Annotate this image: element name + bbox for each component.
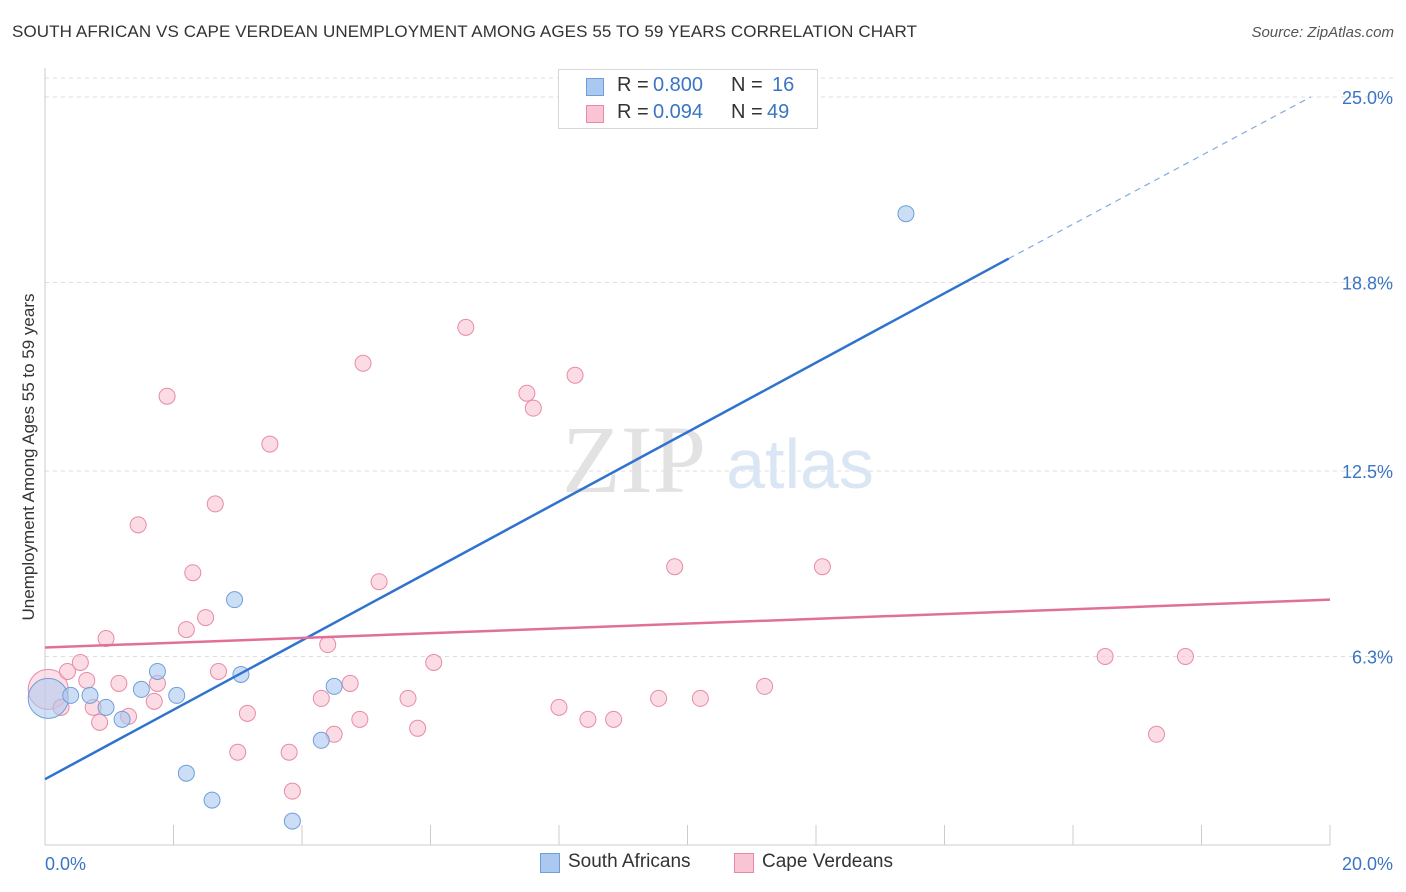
cape-verdean-point [184, 564, 202, 582]
cape-verdean-point [261, 435, 279, 453]
cape-verdean-point [280, 743, 298, 761]
cape-verdean-point [650, 689, 668, 707]
cape-verdean-point [579, 710, 597, 728]
south-african-point [325, 677, 343, 695]
cape-verdean-point [524, 399, 542, 417]
y-axis-label: Unemployment Among Ages 55 to 59 years [19, 294, 38, 621]
cape-verdean-point [550, 698, 568, 716]
cape-verdean-point [145, 692, 163, 710]
cape-verdean-point [197, 609, 215, 627]
south-african-point [312, 731, 330, 749]
correlation-legend: R = 0.800 N = 16 R = 0.094 N = 49 [558, 69, 818, 129]
y-tick-label: 18.8% [1342, 274, 1393, 294]
watermark-zip: ZIP [562, 406, 706, 513]
cape-verdean-point [229, 743, 247, 761]
south-african-point [168, 686, 186, 704]
south-african-point [897, 205, 915, 223]
cape-verdean-point [399, 689, 417, 707]
cape-verdean-point [566, 366, 584, 384]
cape-verdean-point [756, 677, 774, 695]
cape-verdean-point [354, 354, 372, 372]
legend-row-south-africans: R = 0.800 N = 16 [559, 74, 817, 100]
legend-r-label: R = [617, 74, 649, 96]
y-tick-label: 12.5% [1342, 462, 1393, 482]
cape-verdean-point [129, 516, 147, 534]
y-tick-label: 6.3% [1352, 648, 1393, 668]
cape-verdean-point [110, 674, 128, 692]
cape-verdean-point [666, 558, 684, 576]
cape-verdean-point [1096, 648, 1114, 666]
south-african-point [148, 662, 166, 680]
cape-verdean-point [58, 662, 76, 680]
cape-verdean-point [691, 689, 709, 707]
cape-verdean-point [319, 636, 337, 654]
cape-verdean-point [209, 662, 227, 680]
cape-verdean-point [1176, 648, 1194, 666]
cape-verdean-point [518, 384, 536, 402]
cape-verdean-point [409, 719, 427, 737]
legend-r-value: 0.800 [653, 74, 704, 96]
cape-verdean-point [71, 653, 89, 671]
south-african-point [177, 764, 195, 782]
cape-verdean-point [78, 671, 96, 689]
south-african-point [226, 591, 244, 609]
cape-verdean-point [457, 318, 475, 336]
cape-verdean-point [91, 713, 109, 731]
south-african-point [27, 677, 69, 719]
cape-verdean-point [312, 689, 330, 707]
south-african-point [132, 680, 150, 698]
legend-r-label: R = [617, 101, 649, 123]
chart-title: SOUTH AFRICAN VS CAPE VERDEAN UNEMPLOYME… [12, 22, 918, 41]
bottom-legend-label: South Africans [568, 851, 691, 872]
legend-n-label: N = [731, 74, 763, 96]
cape-verdean-point [341, 674, 359, 692]
south-african-point [203, 791, 221, 809]
y-tick-label: 25.0% [1342, 88, 1393, 108]
cape-verdean-point [351, 710, 369, 728]
cape-verdean-point [97, 630, 115, 648]
x-tick-label: 0.0% [45, 854, 86, 874]
south-african-point [81, 686, 99, 704]
cape-verdean-point [605, 710, 623, 728]
legend-swatch-south-africans [586, 78, 604, 96]
legend-n-value: 16 [772, 74, 795, 96]
south-african-point [62, 686, 80, 704]
cape-verdean-point [370, 573, 388, 591]
cape-verdean-point [283, 782, 301, 800]
south-african-point [97, 698, 115, 716]
cape-verdean-point [813, 558, 831, 576]
cape-verdean-point [158, 387, 176, 405]
south-african-point [283, 812, 301, 830]
cape-verdean-point [177, 621, 195, 639]
legend-r-value: 0.094 [653, 101, 704, 123]
legend-n-label: N = [731, 101, 763, 123]
south-africans-trend-line [44, 257, 1010, 781]
cape-verdean-point [425, 653, 443, 671]
cape-verdean-point [1148, 725, 1166, 743]
legend-row-cape-verdeans: R = 0.094 N = 49 [559, 101, 817, 127]
bottom-legend-swatch-cape-verdeans [734, 853, 754, 873]
cape-verdean-point [206, 495, 224, 513]
x-tick-label: 20.0% [1342, 854, 1393, 874]
cape-verdeans-trend-line [44, 598, 1331, 649]
bottom-legend-swatch-south-africans [540, 853, 560, 873]
watermark-atlas: atlas [726, 425, 874, 503]
legend-swatch-cape-verdeans [586, 105, 604, 123]
legend-n-value: 49 [767, 101, 790, 123]
bottom-legend-label: Cape Verdeans [762, 851, 893, 872]
source-label: Source: ZipAtlas.com [1251, 24, 1394, 41]
south-african-point [113, 710, 131, 728]
south-africans-trend-extension [1008, 96, 1312, 260]
cape-verdean-point [238, 704, 256, 722]
